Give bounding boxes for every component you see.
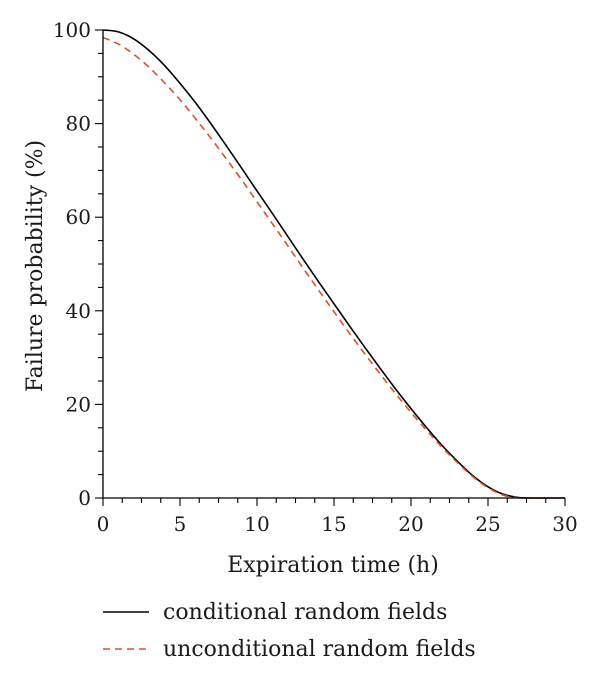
x-tick-label: 0	[97, 512, 110, 536]
legend-label: unconditional random fields	[163, 637, 476, 662]
y-tick-label: 40	[66, 299, 91, 323]
y-axis-title: Failure probability (%)	[23, 140, 48, 392]
legend: conditional random fields unconditional r…	[103, 600, 476, 662]
x-tick-label: 10	[244, 512, 269, 536]
x-axis-title: Expiration time (h)	[227, 553, 439, 578]
legend-label: conditional random fields	[163, 600, 447, 625]
y-tick-label: 60	[66, 205, 91, 229]
x-tick-label: 30	[552, 512, 577, 536]
y-tick-label: 20	[66, 392, 91, 416]
plot-area	[102, 29, 565, 500]
x-tick-label: 20	[398, 512, 423, 536]
series-line-conditional	[102, 29, 565, 499]
series-line-unconditional	[102, 36, 565, 500]
y-tick-label: 0	[78, 486, 91, 510]
y-tick-label: 80	[66, 112, 91, 136]
x-tick-label: 15	[321, 512, 346, 536]
x-tick-label: 5	[174, 512, 187, 536]
axes: 0 5 10 15 20 25 30 0 20 40 60 80 100	[53, 18, 578, 536]
y-tick-label: 100	[53, 18, 91, 42]
x-tick-label: 25	[475, 512, 500, 536]
